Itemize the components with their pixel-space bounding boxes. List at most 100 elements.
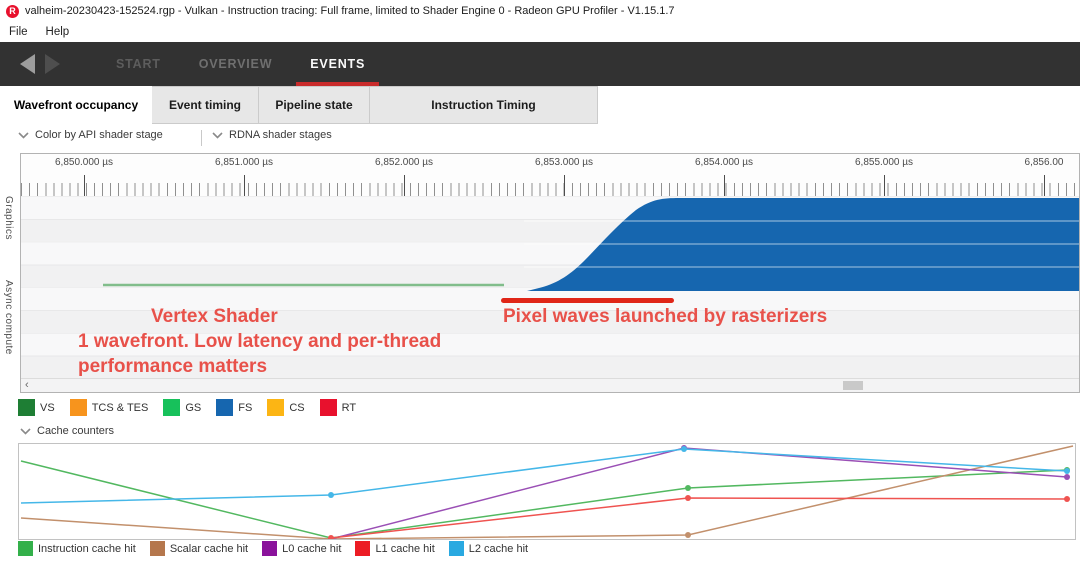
chevron-down-icon — [212, 131, 223, 139]
legend-item-instruction-cache-hit: Instruction cache hit — [18, 541, 136, 556]
legend-label: RT — [341, 401, 357, 414]
color-by-dropdown[interactable]: Color by API shader stage — [18, 129, 163, 141]
legend-label: L0 cache hit — [282, 542, 342, 555]
annotation-underline-marker — [501, 298, 674, 303]
cache-data-point — [685, 532, 691, 538]
annotation-vertex-shader-line3: performance matters — [78, 356, 268, 377]
legend-label: TCS & TES — [91, 401, 149, 414]
legend-label: L2 cache hit — [468, 542, 529, 555]
legend-item-gs: GS — [163, 399, 201, 416]
legend-label: VS — [40, 401, 55, 414]
legend-item-l1-cache-hit: L1 cache hit — [355, 541, 435, 556]
legend-label: Instruction cache hit — [38, 542, 136, 555]
forward-arrow-icon[interactable] — [45, 54, 60, 74]
scroll-left-arrow-icon[interactable]: ‹ — [25, 379, 29, 391]
time-tick-label: 6,852.000 µs — [374, 157, 434, 168]
annotation-pixel-waves: Pixel waves launched by rasterizers — [503, 306, 828, 327]
legend-item-scalar-cache-hit: Scalar cache hit — [149, 541, 249, 556]
legend-label: L1 cache hit — [375, 542, 435, 555]
time-tick-label: 6,856.00 — [1024, 157, 1064, 168]
legend-label: GS — [185, 401, 202, 414]
menu-bar: File Help — [0, 22, 1080, 42]
legend-label: Scalar cache hit — [169, 542, 249, 555]
legend-swatch-icon — [262, 541, 278, 556]
subtab-instruction-timing[interactable]: Instruction Timing — [370, 86, 598, 124]
occupancy-svg — [103, 198, 1079, 303]
legend-item-cs: CS — [267, 399, 305, 416]
legend-swatch-icon — [267, 399, 285, 416]
cache-counters-panel[interactable] — [18, 443, 1076, 540]
wavefront-occupancy-panel: 6,850.000 µs 6,851.000 µs 6,852.000 µs 6,85… — [20, 153, 1080, 393]
cache-counters-header[interactable]: Cache counters — [20, 425, 114, 437]
legend-swatch-icon — [448, 541, 464, 556]
major-tick — [884, 175, 885, 196]
cache-data-point — [1064, 474, 1070, 480]
chevron-down-icon — [20, 427, 31, 435]
annotation-vertex-shader-line2: 1 wavefront. Low latency and per-thread — [78, 331, 442, 352]
color-by-label: Color by API shader stage — [35, 129, 163, 141]
legend-swatch-icon — [69, 399, 87, 416]
cache-data-point — [1064, 468, 1070, 474]
legend-item-l2-cache-hit: L2 cache hit — [448, 541, 529, 556]
rdna-stages-label: RDNA shader stages — [229, 129, 332, 141]
cache-data-point — [685, 495, 691, 501]
cache-chart-svg — [20, 445, 1074, 539]
nav-history-arrows — [20, 42, 60, 86]
legend-swatch-icon — [18, 399, 35, 416]
rgp-logo-icon: R — [6, 4, 19, 18]
scrollbar-thumb[interactable] — [843, 381, 863, 390]
major-tick — [84, 175, 85, 196]
annotation-vertex-shader-title: Vertex Shader — [151, 306, 278, 327]
subtabs: Wavefront occupancy Event timing Pipeline … — [0, 86, 598, 124]
shader-stage-legend: VS TCS & TES GS FS CS RT — [18, 399, 356, 416]
nav-tab-overview[interactable]: OVERVIEW — [198, 57, 273, 71]
menu-help[interactable]: Help — [45, 26, 70, 38]
legend-item-tcs-tes: TCS & TES — [69, 399, 149, 416]
rdna-stages-dropdown[interactable]: RDNA shader stages — [212, 129, 332, 141]
subtab-event-timing[interactable]: Event timing — [152, 86, 259, 124]
pixel-wave-occupancy-area — [527, 198, 1079, 291]
cache-data-point — [681, 446, 687, 452]
legend-item-l0-cache-hit: L0 cache hit — [262, 541, 341, 556]
legend-swatch-icon — [149, 541, 165, 556]
nav-tab-events[interactable]: EVENTS — [296, 42, 379, 86]
subtab-wavefront-occupancy[interactable]: Wavefront occupancy — [0, 86, 152, 124]
time-tick-label: 6,850.000 µs — [54, 157, 114, 168]
occupancy-chart[interactable]: Vertex Shader 1 wavefront. Low latency a… — [21, 196, 1079, 378]
legend-swatch-icon — [18, 541, 33, 556]
menu-file[interactable]: File — [9, 26, 28, 38]
major-tick — [244, 175, 245, 196]
cache-data-point — [1064, 496, 1070, 502]
chevron-down-icon — [18, 131, 29, 139]
legend-swatch-icon — [355, 541, 371, 556]
horizontal-scrollbar[interactable]: ‹ — [21, 378, 1079, 392]
window-title: valheim-20230423-152524.rgp - Vulkan - I… — [25, 5, 675, 17]
cache-series-line-l2-cache-hit — [20, 448, 1068, 504]
major-tick — [1044, 175, 1045, 196]
time-tick-label: 6,855.000 µs — [854, 157, 914, 168]
major-tick — [724, 175, 725, 196]
legend-item-rt: RT — [319, 399, 357, 416]
timeline-ruler-labels: 6,850.000 µs 6,851.000 µs 6,852.000 µs 6,85… — [21, 154, 1079, 172]
cache-data-point — [328, 492, 334, 498]
cache-counters-title: Cache counters — [37, 425, 115, 437]
nav-tabs: START OVERVIEW EVENTS — [108, 42, 379, 86]
major-tick — [564, 175, 565, 196]
queue-label-async-compute: Async compute — [3, 280, 14, 355]
time-tick-label: 6,853.000 µs — [534, 157, 594, 168]
time-tick-label: 6,854.000 µs — [694, 157, 754, 168]
nav-tab-start[interactable]: START — [116, 57, 161, 71]
filter-divider — [201, 130, 202, 146]
major-tick — [404, 175, 405, 196]
queue-label-graphics: Graphics — [3, 196, 14, 241]
legend-swatch-icon — [216, 399, 234, 416]
time-tick-label: 6,851.000 µs — [214, 157, 274, 168]
legend-item-vs: VS — [18, 399, 55, 416]
legend-swatch-icon — [319, 399, 337, 416]
timeline-ruler-ticks[interactable] — [21, 172, 1079, 196]
filter-row: Color by API shader stage RDNA shader st… — [0, 129, 1080, 149]
back-arrow-icon[interactable] — [20, 54, 35, 74]
subtab-pipeline-state[interactable]: Pipeline state — [259, 86, 370, 124]
legend-label: CS — [289, 401, 305, 414]
